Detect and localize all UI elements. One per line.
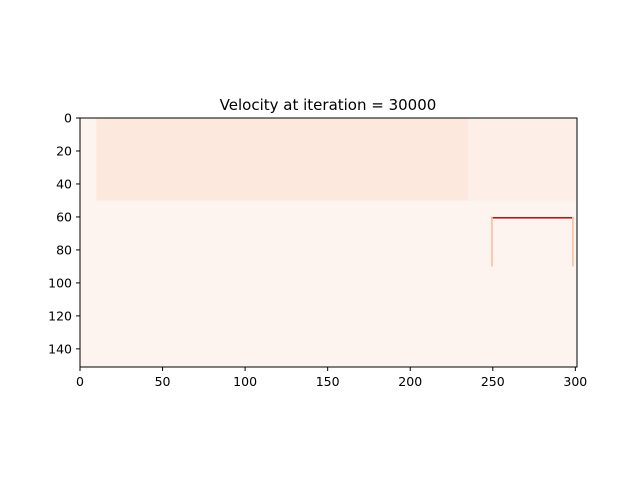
heatmap-region-0 bbox=[96, 118, 469, 201]
y-tick-label-140: 140 bbox=[48, 341, 72, 356]
x-tick-label-300: 300 bbox=[563, 374, 587, 389]
heatmap-feature-lid-top bbox=[491, 216, 574, 219]
plot-frame bbox=[79, 117, 578, 368]
chart-title: Velocity at iteration = 30000 bbox=[220, 96, 437, 114]
y-tick-label-120: 120 bbox=[48, 308, 72, 323]
x-tick-label-50: 50 bbox=[155, 374, 171, 389]
x-tick-label-150: 150 bbox=[316, 374, 340, 389]
heatmap-feature-left-wall bbox=[491, 216, 493, 267]
y-axis: 0 20 40 60 80 100 120 140 bbox=[48, 111, 80, 356]
heatmap-feature-right-wall bbox=[572, 216, 574, 267]
heatmap-region-1 bbox=[468, 118, 577, 201]
x-axis: 0 50 100 150 200 250 300 bbox=[76, 367, 587, 389]
y-tick-label-100: 100 bbox=[48, 275, 72, 290]
y-tick-label-20: 20 bbox=[56, 143, 72, 158]
y-tick-label-0: 0 bbox=[64, 111, 72, 126]
x-tick-label-0: 0 bbox=[76, 374, 84, 389]
y-tick-label-60: 60 bbox=[56, 209, 72, 224]
x-tick-label-200: 200 bbox=[398, 374, 422, 389]
x-tick-label-100: 100 bbox=[233, 374, 257, 389]
heatmap-plot-area bbox=[79, 117, 578, 368]
y-tick-label-40: 40 bbox=[56, 176, 72, 191]
x-tick-label-250: 250 bbox=[481, 374, 505, 389]
y-tick-label-80: 80 bbox=[56, 242, 72, 257]
